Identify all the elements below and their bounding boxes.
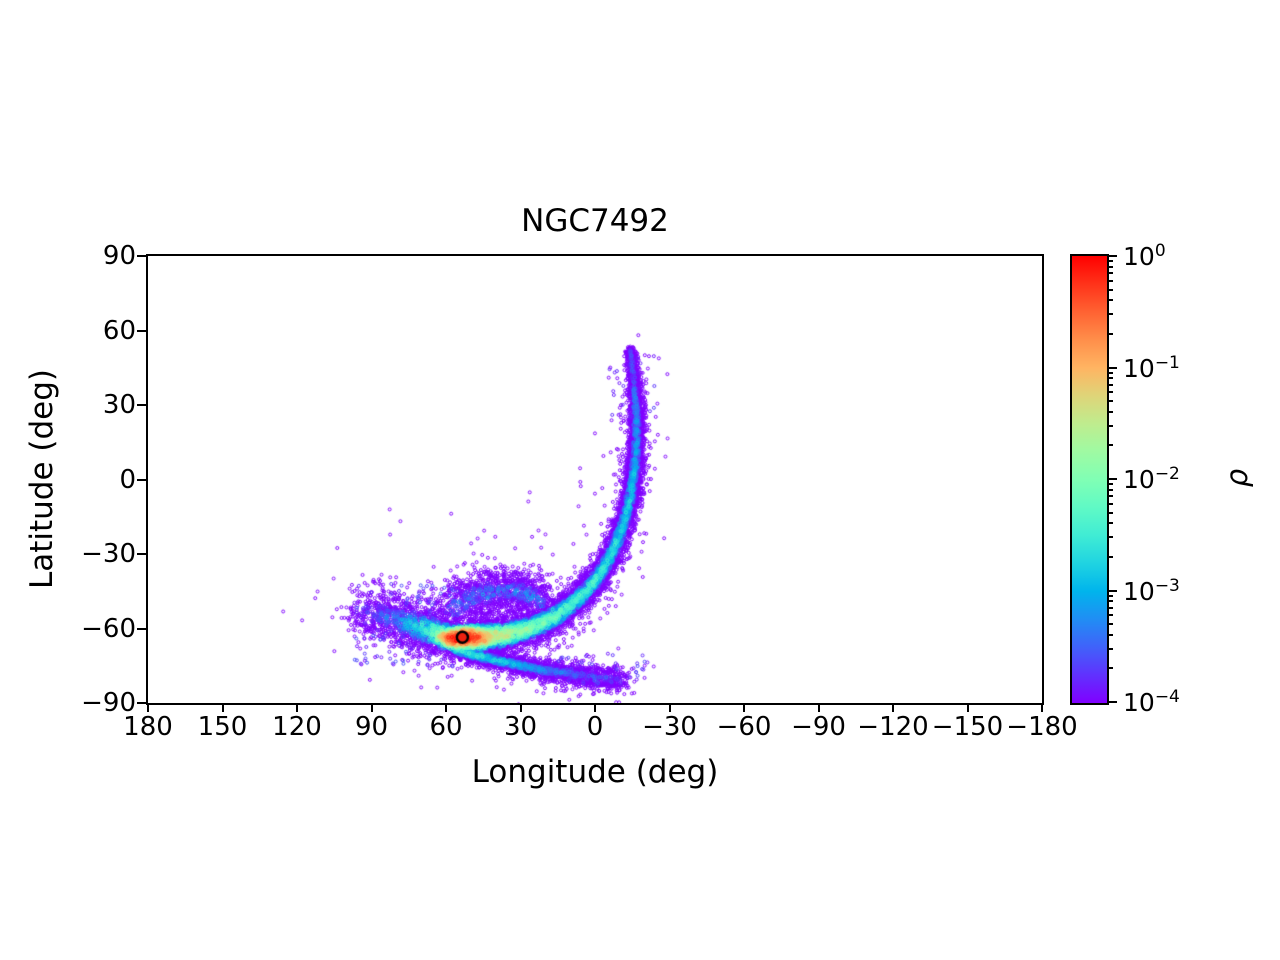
y-tick: [137, 255, 146, 257]
x-tick-label: 120: [272, 712, 322, 742]
x-tick-label: −90: [791, 712, 846, 742]
colorbar-minor-tick: [1107, 400, 1113, 403]
colorbar-minor-tick: [1107, 265, 1113, 268]
colorbar-tick-label: 100: [1123, 240, 1166, 272]
x-tick: [296, 703, 298, 712]
colorbar-minor-tick: [1107, 633, 1113, 636]
x-axis-label: Longitude (deg): [471, 754, 719, 790]
x-tick: [147, 703, 149, 712]
x-tick-label: 0: [586, 712, 604, 742]
colorbar-minor-tick: [1107, 260, 1113, 263]
colorbar-minor-tick: [1107, 647, 1113, 650]
colorbar-minor-tick: [1107, 383, 1113, 386]
colorbar-minor-tick: [1107, 667, 1113, 670]
colorbar-minor-tick: [1107, 288, 1113, 291]
colorbar-minor-tick: [1107, 371, 1113, 374]
x-tick: [892, 703, 894, 712]
colorbar-major-tick: [1107, 701, 1117, 703]
colorbar-minor-tick: [1107, 555, 1113, 558]
colorbar-major-tick: [1107, 255, 1117, 257]
colorbar-minor-tick: [1107, 502, 1113, 505]
colorbar-minor-tick: [1107, 614, 1113, 617]
x-tick-label: −180: [1006, 712, 1078, 742]
colorbar-minor-tick: [1107, 483, 1113, 486]
colorbar-minor-tick: [1107, 272, 1113, 275]
colorbar-tick-label: 10−4: [1123, 686, 1180, 718]
colorbar-density-label: ρ: [1220, 468, 1254, 488]
x-tick-label: 30: [503, 712, 538, 742]
colorbar-minor-tick: [1107, 410, 1113, 413]
colorbar-major-tick: [1107, 589, 1117, 592]
y-tick-label: −60: [81, 613, 136, 644]
y-tick: [137, 478, 146, 481]
y-tick: [137, 702, 146, 704]
colorbar-minor-tick: [1107, 377, 1113, 380]
colorbar-minor-tick: [1107, 623, 1113, 626]
y-tick-label: −30: [81, 539, 136, 569]
colorbar-major-tick: [1107, 478, 1117, 480]
y-tick-label: 90: [102, 241, 136, 271]
colorbar-minor-tick: [1107, 299, 1113, 302]
x-tick: [221, 703, 224, 712]
x-tick-label: 180: [123, 712, 173, 742]
x-tick: [743, 703, 745, 712]
x-tick-label: −150: [931, 712, 1004, 742]
colorbar-minor-tick: [1107, 511, 1113, 514]
colorbar-minor-tick: [1107, 495, 1113, 498]
x-tick: [817, 703, 820, 712]
x-tick: [966, 703, 969, 712]
colorbar-minor-tick: [1107, 606, 1113, 609]
colorbar-tick-label: 10−3: [1123, 575, 1180, 606]
x-tick-label: −120: [857, 712, 929, 742]
colorbar-minor-tick: [1107, 536, 1113, 539]
colorbar-minor-tick: [1107, 424, 1113, 427]
colorbar-tick-label: 10−1: [1123, 352, 1180, 383]
x-tick: [594, 703, 596, 712]
stream-scatter-canvas: [148, 256, 1042, 703]
x-tick-label: 150: [197, 712, 248, 742]
colorbar-minor-tick: [1107, 594, 1113, 597]
x-tick: [1041, 703, 1043, 712]
y-tick-label: 30: [102, 390, 136, 420]
x-tick: [519, 703, 522, 712]
colorbar-minor-tick: [1107, 279, 1113, 282]
y-axis-label: Latitude (deg): [24, 368, 60, 590]
colorbar: [1070, 254, 1109, 705]
x-tick-label: 60: [429, 712, 463, 742]
y-tick: [137, 627, 146, 630]
x-tick-label: −30: [642, 712, 697, 742]
colorbar-minor-tick: [1107, 488, 1113, 491]
colorbar-minor-tick: [1107, 313, 1113, 316]
colorbar-minor-tick: [1107, 522, 1113, 525]
colorbar-minor-tick: [1107, 332, 1113, 335]
colorbar-tick-label: 10−2: [1123, 463, 1180, 495]
y-tick: [137, 329, 146, 332]
y-tick: [137, 553, 146, 555]
colorbar-minor-tick: [1107, 600, 1113, 603]
colorbar-minor-tick: [1107, 444, 1113, 447]
x-tick: [668, 703, 671, 712]
axes-area: [146, 254, 1044, 705]
y-tick-label: 60: [102, 315, 136, 346]
y-tick: [137, 404, 146, 406]
x-tick: [370, 703, 373, 712]
colorbar-minor-tick: [1107, 391, 1113, 394]
plot-title: NGC7492: [521, 203, 669, 239]
colorbar-major-tick: [1107, 366, 1117, 369]
x-tick-label: −60: [716, 712, 772, 742]
x-tick: [445, 703, 447, 712]
x-tick-label: 90: [354, 712, 389, 742]
y-tick-label: −90: [81, 688, 136, 718]
y-tick-label: 0: [119, 464, 136, 495]
